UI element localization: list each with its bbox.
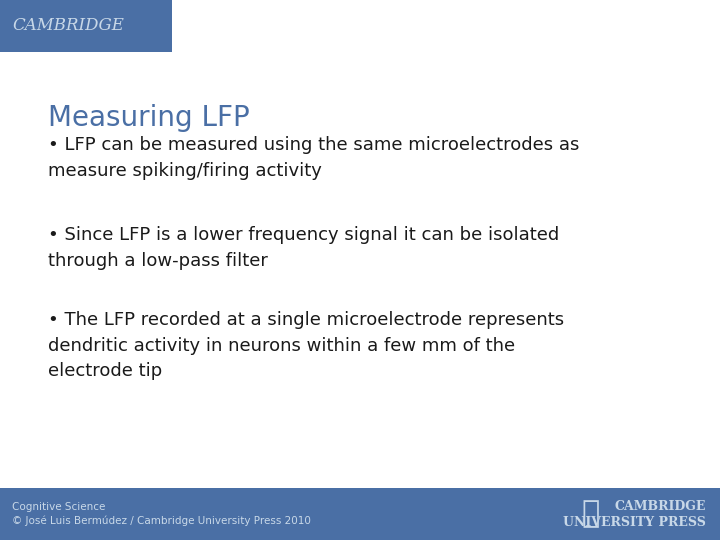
- Text: • LFP can be measured using the same microelectrodes as
measure spiking/firing a: • LFP can be measured using the same mic…: [48, 136, 580, 180]
- Bar: [0, 0, 172, 52]
- Text: 🛡: 🛡: [582, 500, 600, 529]
- Text: Measuring LFP: Measuring LFP: [48, 104, 250, 132]
- Text: Cognitive Science
© José Luis Bermúdez / Cambridge University Press 2010: Cognitive Science © José Luis Bermúdez /…: [12, 502, 311, 526]
- Text: CAMBRIDGE
UNIVERSITY PRESS: CAMBRIDGE UNIVERSITY PRESS: [563, 500, 706, 529]
- Text: • Since LFP is a lower frequency signal it can be isolated
through a low-pass fi: • Since LFP is a lower frequency signal …: [48, 226, 559, 269]
- Bar: [0, 488, 720, 540]
- Text: • The LFP recorded at a single microelectrode represents
dendritic activity in n: • The LFP recorded at a single microelec…: [48, 311, 564, 380]
- Text: CAMBRIDGE: CAMBRIDGE: [12, 17, 124, 35]
